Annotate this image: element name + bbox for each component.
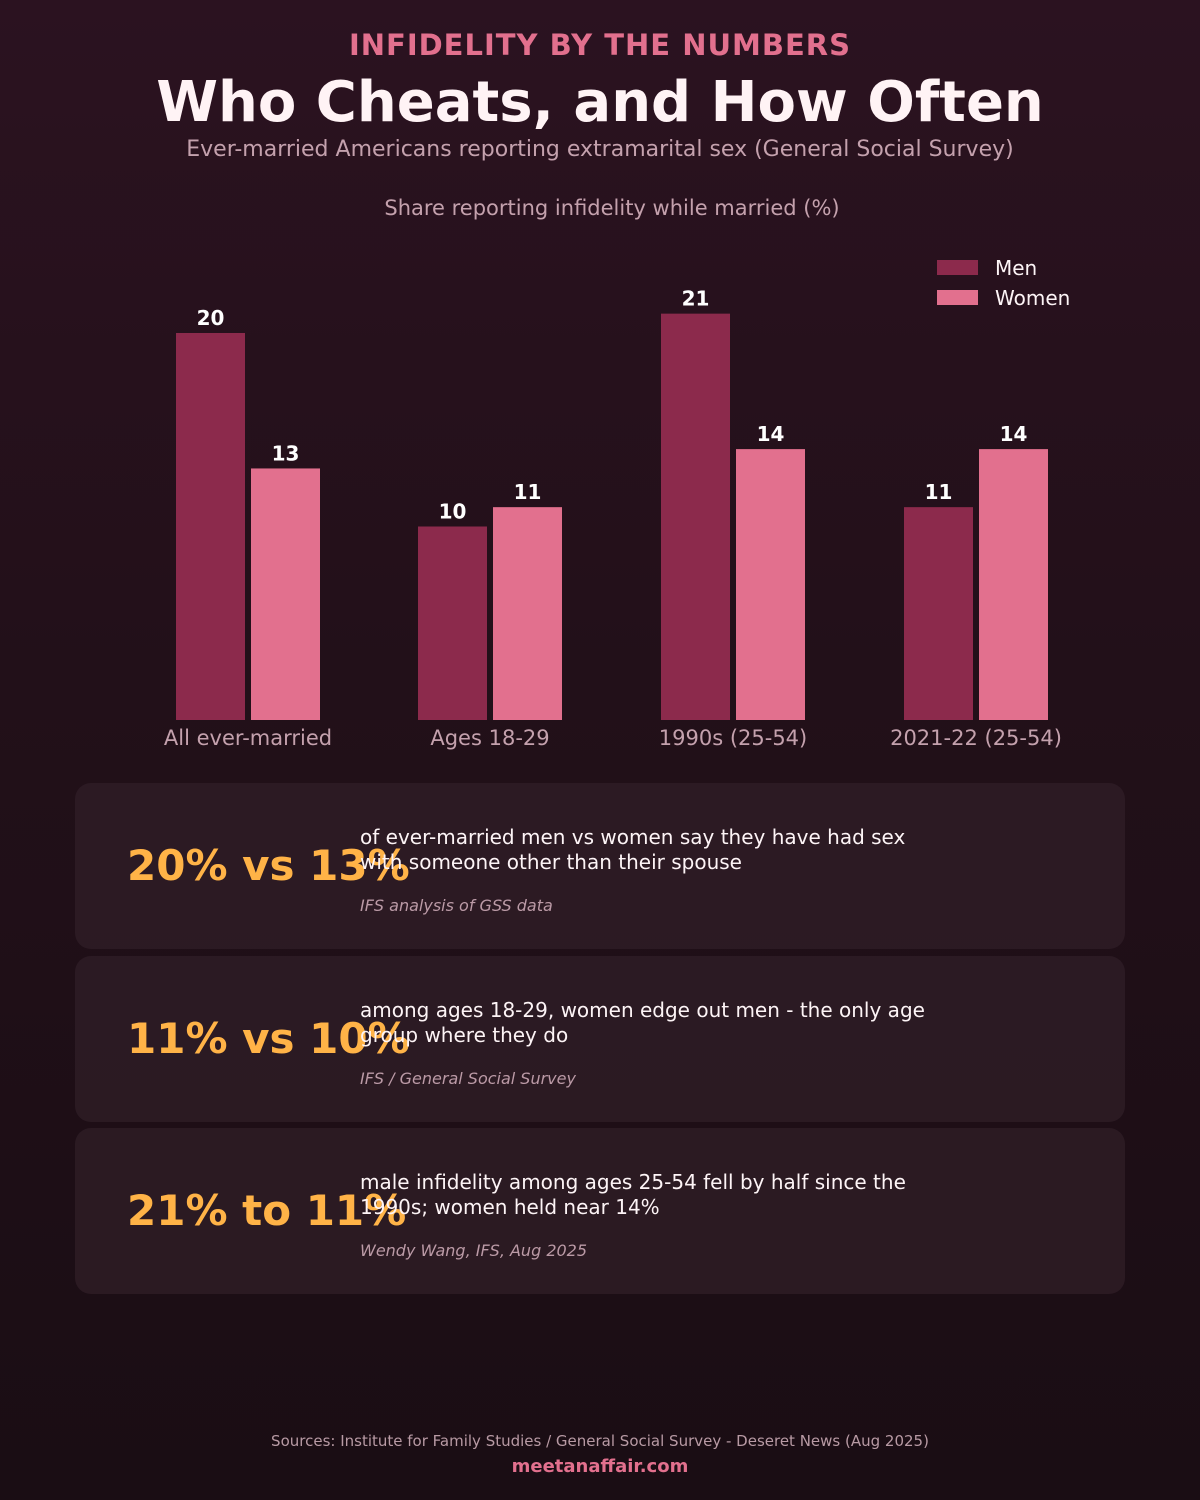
bar-women-4 — [979, 449, 1048, 720]
stat-card-source: IFS analysis of GSS data — [360, 896, 553, 915]
chart-legend: Men Women — [937, 256, 1070, 310]
category-label: Ages 18-29 — [430, 726, 549, 750]
bar-women-1 — [251, 468, 320, 720]
bar-men-1 — [176, 333, 245, 720]
footer-sources: Sources: Institute for Family Studies / … — [271, 1432, 929, 1450]
stat-card-2: 11% vs 10% among ages 18-29, women edge … — [75, 956, 1125, 1122]
stat-card-description: male infidelity among ages 25-54 fell by… — [360, 1170, 906, 1219]
legend-swatch-women — [937, 290, 978, 305]
bar-women-2 — [493, 507, 562, 720]
stat-card-value: 21% to 11% — [127, 1186, 407, 1235]
bar-value-label: 11 — [925, 480, 953, 504]
bar-chart: Share reporting infidelity while married… — [164, 196, 1070, 750]
bar-value-label: 14 — [1000, 422, 1028, 446]
chart-category-labels: All ever-married Ages 18-29 1990s (25-54) 2… — [164, 726, 1062, 750]
stat-card-source: Wendy Wang, IFS, Aug 2025 — [360, 1241, 588, 1260]
bar-men-2 — [418, 526, 487, 720]
legend-label-women: Women — [995, 286, 1070, 310]
stat-card-value: 11% vs 10% — [127, 1014, 410, 1063]
bar-value-label: 21 — [682, 287, 710, 311]
legend-label-men: Men — [995, 256, 1037, 280]
bar-value-label: 14 — [757, 422, 785, 446]
bar-men-3 — [661, 313, 730, 720]
page-subtitle: Ever-married Americans reporting extrama… — [186, 137, 1014, 162]
bar-value-label: 13 — [272, 441, 300, 465]
bar-value-label: 20 — [197, 306, 225, 330]
page-kicker: INFIDELITY BY THE NUMBERS — [348, 28, 852, 62]
category-label: 2021-22 (25-54) — [890, 726, 1062, 750]
category-label: All ever-married — [164, 726, 332, 750]
legend-swatch-men — [937, 260, 978, 275]
stat-card-3: 21% to 11% male infidelity among ages 25… — [75, 1128, 1125, 1294]
stat-card-description: of ever-married men vs women say they ha… — [360, 825, 906, 874]
chart-bars — [176, 313, 1048, 720]
stat-card-description: among ages 18-29, women edge out men - t… — [360, 998, 925, 1047]
bar-value-label: 10 — [439, 500, 467, 524]
page-title: Who Cheats, and How Often — [156, 70, 1044, 135]
bar-value-label: 11 — [514, 480, 542, 504]
chart-data-labels: 20 13 10 11 21 14 11 14 — [197, 287, 1028, 524]
footer-brand-link[interactable]: meetanaffair.com — [511, 1456, 689, 1477]
bar-men-4 — [904, 507, 973, 720]
stat-card-1: 20% vs 13% of ever-married men vs women … — [75, 783, 1125, 949]
stat-card-source: IFS / General Social Survey — [360, 1069, 576, 1088]
bar-women-3 — [736, 449, 805, 720]
stat-card-value: 20% vs 13% — [127, 841, 410, 890]
chart-title: Share reporting infidelity while married… — [384, 196, 839, 220]
category-label: 1990s (25-54) — [659, 726, 807, 750]
